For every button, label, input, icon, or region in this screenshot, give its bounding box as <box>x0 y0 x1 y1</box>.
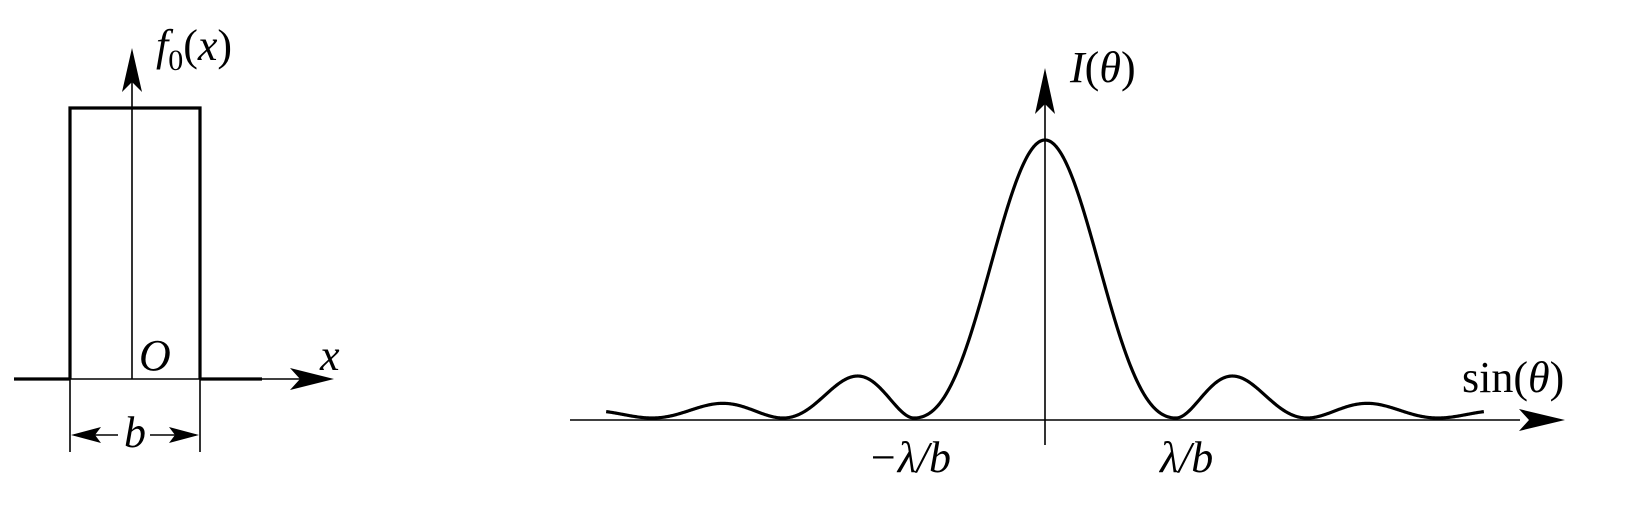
aperture-function-rect <box>68 106 202 379</box>
width-label: b <box>124 408 146 457</box>
tick-label-positive: λ/b <box>1158 433 1213 482</box>
intensity-x-label: sin(θ) <box>1462 353 1564 402</box>
intensity-y-label-open: ( <box>1085 43 1100 92</box>
aperture-x-arrowhead <box>290 368 334 390</box>
intensity-x-label-func: sin <box>1462 353 1513 402</box>
intensity-x-label-open: ( <box>1513 353 1528 402</box>
intensity-y-label-var: θ <box>1099 43 1121 92</box>
aperture-y-label-close: ) <box>217 21 232 70</box>
intensity-curve <box>605 138 1485 420</box>
origin-label: O <box>139 331 171 380</box>
intensity-y-arrowhead <box>1035 68 1055 114</box>
intensity-y-label-close: ) <box>1121 43 1136 92</box>
aperture-y-label: f0(x) <box>156 21 232 77</box>
width-arrowhead-left <box>71 427 101 443</box>
intensity-x-label-close: ) <box>1550 353 1565 402</box>
intensity-y-label: I(θ) <box>1069 43 1136 92</box>
intensity-x-label-var: θ <box>1528 353 1550 402</box>
aperture-y-label-var: x <box>197 21 218 70</box>
width-arrowhead-right <box>169 427 199 443</box>
tick-label-negative: −λ/b <box>868 433 951 482</box>
aperture-y-label-open: ( <box>183 21 198 70</box>
aperture-x-label: x <box>319 331 340 380</box>
intensity-x-arrowhead <box>1519 409 1565 431</box>
aperture-y-arrowhead <box>122 48 142 92</box>
aperture-y-label-sub: 0 <box>168 44 183 77</box>
aperture-panel: f0(x) O x b <box>14 21 340 457</box>
intensity-panel: I(θ) sin(θ) −λ/b λ/b <box>570 43 1565 482</box>
intensity-y-label-func: I <box>1069 43 1087 92</box>
